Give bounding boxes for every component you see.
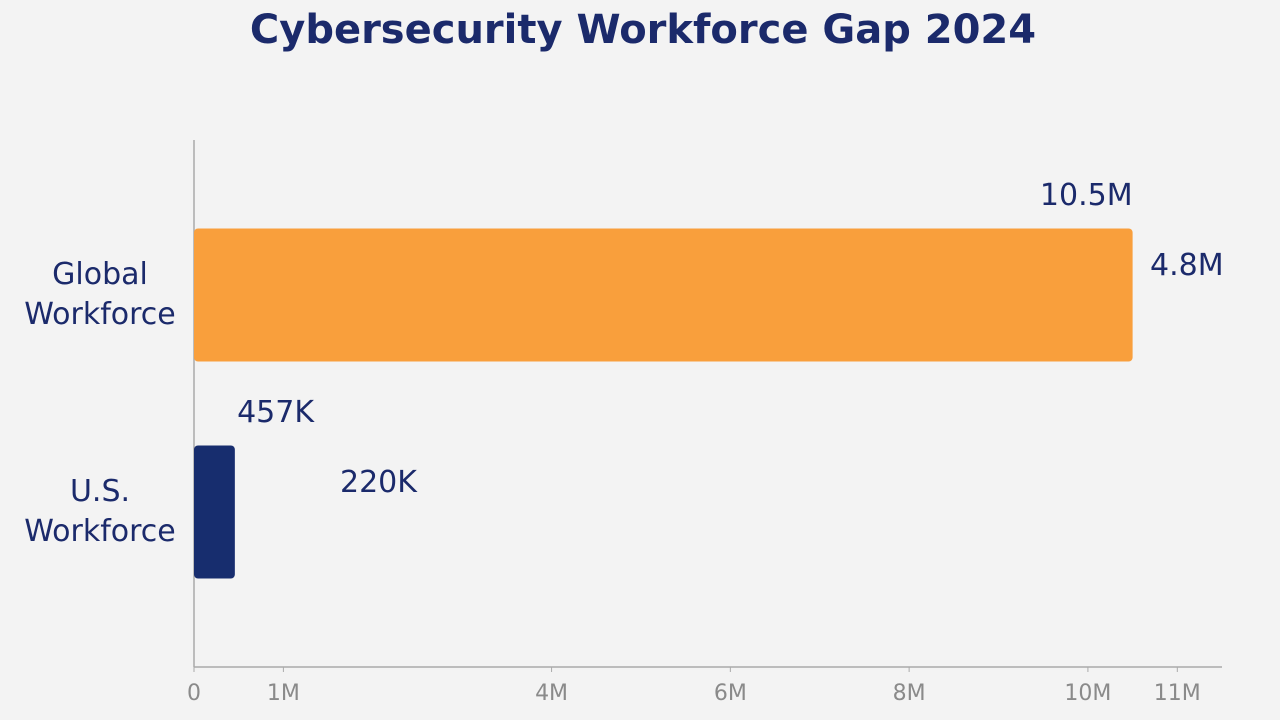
x-tick-label: 11M: [1154, 681, 1201, 706]
chart-title: Cybersecurity Workforce Gap 2024: [250, 7, 1036, 53]
value-label: 457K: [237, 395, 315, 430]
x-tick-label: 0: [187, 681, 201, 706]
x-tick-label: 6M: [714, 681, 747, 706]
x-tick-label: 1M: [267, 681, 300, 706]
value-label: 10.5M: [1040, 178, 1133, 213]
x-tick-label: 8M: [893, 681, 926, 706]
x-tick-label: 4M: [535, 681, 568, 706]
bar: [194, 445, 235, 579]
secondary-value-label: 4.8M: [1150, 248, 1224, 283]
y-tick-label: U.S. Workforce: [24, 474, 176, 549]
bar: [194, 228, 1133, 362]
y-tick-label: Global Workforce: [24, 257, 176, 332]
secondary-value-label: 220K: [340, 465, 418, 500]
x-tick-label: 10M: [1064, 681, 1111, 706]
